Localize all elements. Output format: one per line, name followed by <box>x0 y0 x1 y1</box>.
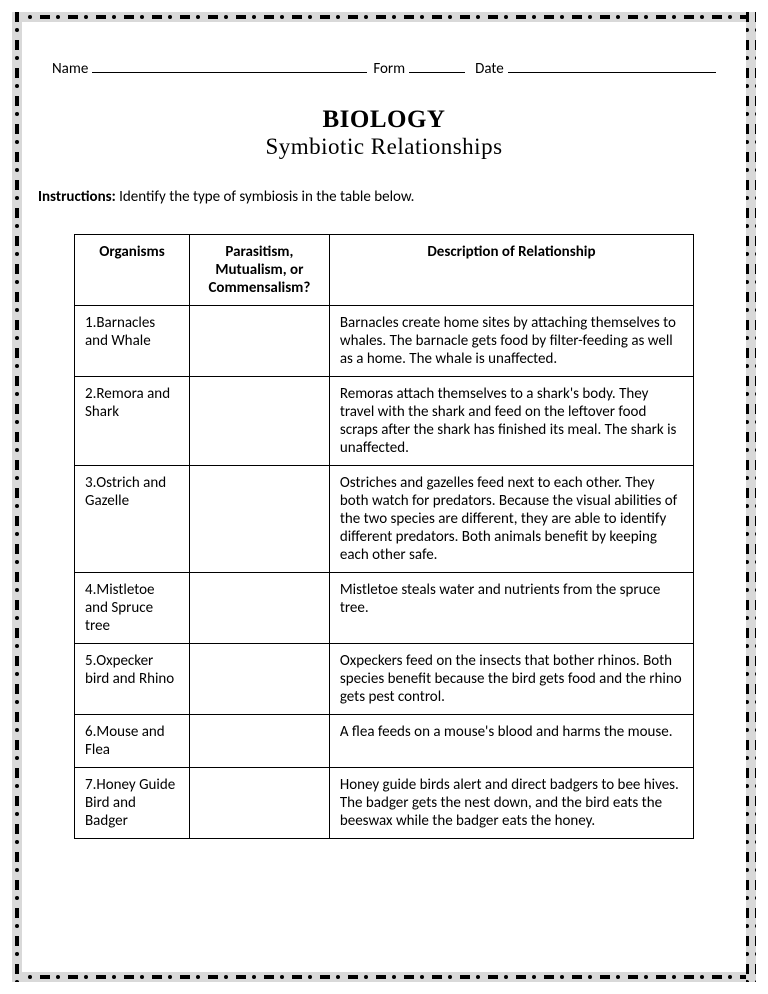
table-row: 5.Oxpecker bird and Rhino Oxpeckers feed… <box>75 644 694 715</box>
cell-organism: 5.Oxpecker bird and Rhino <box>75 644 190 715</box>
table-row: 1.Barnacles and Whale Barnacles create h… <box>75 306 694 377</box>
title-subject: BIOLOGY <box>52 106 716 134</box>
instructions-label: Instructions: <box>38 188 116 206</box>
date-blank[interactable] <box>508 72 716 73</box>
cell-organism: 2.Remora and Shark <box>75 377 190 466</box>
table-row: 2.Remora and Shark Remoras attach themse… <box>75 377 694 466</box>
cell-type[interactable] <box>189 644 329 715</box>
cell-description: Mistletoe steals water and nutrients fro… <box>329 573 693 644</box>
cell-description: Ostriches and gazelles feed next to each… <box>329 466 693 573</box>
table-row: 4.Mistletoe and Spruce tree Mistletoe st… <box>75 573 694 644</box>
date-label: Date <box>475 60 504 78</box>
cell-organism: 6.Mouse and Flea <box>75 715 190 768</box>
cell-type[interactable] <box>189 306 329 377</box>
cell-description: Barnacles create home sites by attaching… <box>329 306 693 377</box>
instructions: Instructions: Identify the type of symbi… <box>38 188 716 206</box>
table-row: 3.Ostrich and Gazelle Ostriches and gaze… <box>75 466 694 573</box>
header-type: Parasitism, Mutualism, or Commensalism? <box>189 235 329 306</box>
name-label: Name <box>52 60 88 78</box>
name-blank[interactable] <box>92 72 367 73</box>
cell-type[interactable] <box>189 573 329 644</box>
cell-organism: 7.Honey Guide Bird and Badger <box>75 768 190 839</box>
form-blank[interactable] <box>409 72 465 73</box>
table-row: 6.Mouse and Flea A flea feeds on a mouse… <box>75 715 694 768</box>
cell-type[interactable] <box>189 768 329 839</box>
cell-organism: 3.Ostrich and Gazelle <box>75 466 190 573</box>
instructions-text: Identify the type of symbiosis in the ta… <box>116 188 415 206</box>
cell-description: A flea feeds on a mouse's blood and harm… <box>329 715 693 768</box>
form-label: Form <box>373 60 405 78</box>
cell-type[interactable] <box>189 377 329 466</box>
header-organisms: Organisms <box>75 235 190 306</box>
cell-organism: 1.Barnacles and Whale <box>75 306 190 377</box>
cell-type[interactable] <box>189 715 329 768</box>
cell-type[interactable] <box>189 466 329 573</box>
title-block: BIOLOGY Symbiotic Relationships <box>52 106 716 160</box>
cell-description: Oxpeckers feed on the insects that bothe… <box>329 644 693 715</box>
header-description: Description of Relationship <box>329 235 693 306</box>
table-header-row: Organisms Parasitism, Mutualism, or Comm… <box>75 235 694 306</box>
symbiosis-table: Organisms Parasitism, Mutualism, or Comm… <box>74 234 694 839</box>
title-topic: Symbiotic Relationships <box>52 134 716 160</box>
cell-description: Remoras attach themselves to a shark's b… <box>329 377 693 466</box>
cell-organism: 4.Mistletoe and Spruce tree <box>75 573 190 644</box>
page-content: Name Form Date BIOLOGY Symbiotic Relatio… <box>40 40 728 954</box>
cell-description: Honey guide birds alert and direct badge… <box>329 768 693 839</box>
header-fields: Name Form Date <box>52 60 716 78</box>
table-row: 7.Honey Guide Bird and Badger Honey guid… <box>75 768 694 839</box>
